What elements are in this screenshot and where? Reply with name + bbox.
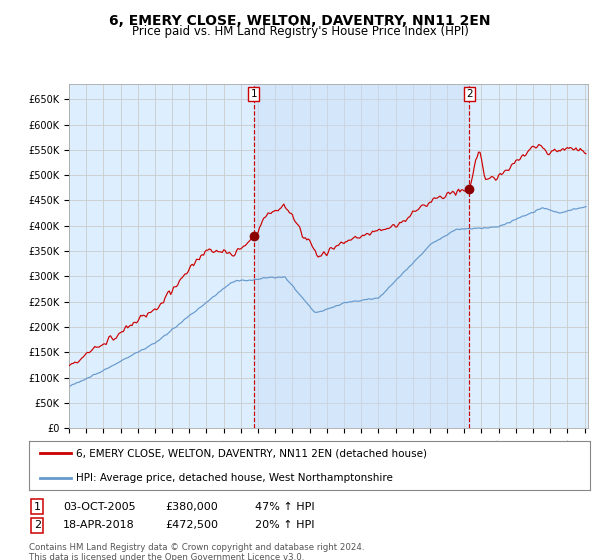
Text: £380,000: £380,000 xyxy=(165,502,218,512)
Text: 6, EMERY CLOSE, WELTON, DAVENTRY, NN11 2EN: 6, EMERY CLOSE, WELTON, DAVENTRY, NN11 2… xyxy=(109,14,491,28)
Text: 2: 2 xyxy=(34,520,41,530)
Text: 6, EMERY CLOSE, WELTON, DAVENTRY, NN11 2EN (detached house): 6, EMERY CLOSE, WELTON, DAVENTRY, NN11 2… xyxy=(76,448,427,458)
Text: 03-OCT-2005: 03-OCT-2005 xyxy=(63,502,136,512)
Text: HPI: Average price, detached house, West Northamptonshire: HPI: Average price, detached house, West… xyxy=(76,473,394,483)
Text: 1: 1 xyxy=(34,502,41,512)
Text: 18-APR-2018: 18-APR-2018 xyxy=(63,520,135,530)
Text: 2: 2 xyxy=(466,89,473,99)
Text: 47% ↑ HPI: 47% ↑ HPI xyxy=(255,502,314,512)
Bar xyxy=(254,84,469,428)
Text: This data is licensed under the Open Government Licence v3.0.: This data is licensed under the Open Gov… xyxy=(29,553,304,560)
Text: £472,500: £472,500 xyxy=(165,520,218,530)
Text: Contains HM Land Registry data © Crown copyright and database right 2024.: Contains HM Land Registry data © Crown c… xyxy=(29,543,364,552)
Text: Price paid vs. HM Land Registry's House Price Index (HPI): Price paid vs. HM Land Registry's House … xyxy=(131,25,469,38)
Text: 1: 1 xyxy=(250,89,257,99)
Text: 20% ↑ HPI: 20% ↑ HPI xyxy=(255,520,314,530)
